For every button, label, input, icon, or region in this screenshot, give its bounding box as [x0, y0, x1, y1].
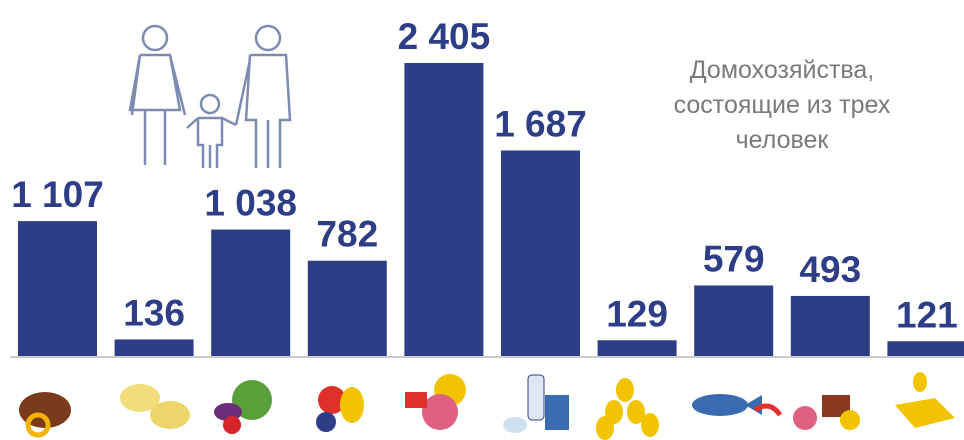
annotation: человек [736, 126, 830, 154]
value-label: 782 [316, 214, 378, 255]
value-label: 129 [606, 293, 668, 334]
bar [694, 285, 774, 356]
value-label: 1 687 [494, 103, 587, 144]
bar [501, 150, 580, 356]
bar [18, 221, 97, 356]
bar [597, 340, 677, 356]
value-label: 2 405 [398, 16, 491, 57]
family-icon [128, 24, 292, 168]
value-label: 1 107 [11, 174, 104, 215]
annotation: Домохозяйства, [690, 56, 875, 84]
annotation: состоящие из трех [674, 91, 891, 119]
bar [114, 339, 194, 356]
value-label: 1 038 [204, 183, 297, 224]
value-label: 121 [896, 294, 958, 335]
value-label: 136 [123, 292, 185, 333]
value-label: 493 [799, 249, 861, 290]
bar [790, 295, 870, 356]
bar [211, 229, 291, 356]
bar [307, 260, 387, 356]
category-icons [19, 372, 955, 440]
value-label: 579 [703, 238, 765, 279]
bar [404, 63, 484, 356]
bar [887, 341, 964, 356]
